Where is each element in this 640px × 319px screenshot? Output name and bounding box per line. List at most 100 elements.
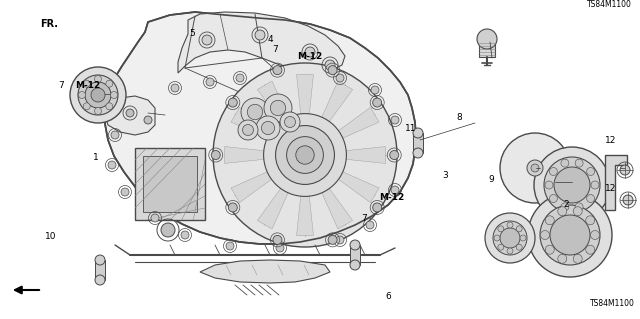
Circle shape	[587, 195, 595, 203]
Circle shape	[206, 78, 214, 86]
Circle shape	[111, 92, 118, 99]
Polygon shape	[605, 155, 627, 210]
Polygon shape	[231, 108, 271, 138]
Circle shape	[500, 228, 520, 248]
Circle shape	[545, 181, 553, 189]
Circle shape	[575, 159, 583, 167]
Circle shape	[336, 74, 344, 82]
Circle shape	[558, 254, 567, 263]
Text: M-12: M-12	[298, 52, 323, 61]
Circle shape	[620, 165, 630, 175]
Polygon shape	[231, 172, 271, 203]
Polygon shape	[296, 74, 314, 114]
Text: FR.: FR.	[40, 19, 58, 29]
Circle shape	[287, 137, 323, 174]
Polygon shape	[178, 12, 345, 73]
Circle shape	[95, 108, 102, 115]
Circle shape	[328, 235, 337, 244]
Circle shape	[477, 29, 497, 49]
Circle shape	[328, 66, 337, 75]
Circle shape	[391, 116, 399, 124]
Circle shape	[591, 181, 599, 189]
Text: 8: 8	[457, 113, 462, 122]
Circle shape	[534, 147, 610, 223]
Circle shape	[390, 151, 399, 160]
Polygon shape	[413, 133, 423, 153]
Circle shape	[95, 275, 105, 285]
Circle shape	[106, 103, 113, 110]
Polygon shape	[322, 81, 353, 122]
Circle shape	[256, 116, 280, 140]
Circle shape	[545, 216, 554, 225]
Circle shape	[372, 98, 381, 107]
Circle shape	[528, 193, 612, 277]
Circle shape	[276, 126, 335, 184]
Polygon shape	[296, 196, 314, 235]
Text: 7: 7	[58, 81, 64, 90]
Circle shape	[95, 255, 105, 265]
Polygon shape	[322, 189, 353, 229]
Text: 12: 12	[605, 184, 616, 193]
Circle shape	[573, 207, 582, 216]
Polygon shape	[225, 146, 264, 163]
Circle shape	[520, 235, 526, 241]
Circle shape	[413, 148, 423, 158]
Circle shape	[366, 221, 374, 229]
Text: 5: 5	[189, 29, 195, 38]
Circle shape	[273, 66, 282, 75]
Text: 6: 6	[385, 292, 391, 301]
Circle shape	[181, 231, 189, 239]
Circle shape	[325, 60, 335, 70]
Polygon shape	[105, 96, 155, 135]
Circle shape	[270, 100, 285, 116]
Circle shape	[264, 114, 346, 197]
Circle shape	[561, 159, 569, 167]
Circle shape	[591, 231, 600, 240]
Polygon shape	[143, 156, 197, 212]
Circle shape	[78, 75, 118, 115]
Circle shape	[111, 131, 119, 139]
Circle shape	[228, 203, 237, 212]
Circle shape	[575, 203, 583, 211]
Circle shape	[350, 260, 360, 270]
Circle shape	[296, 146, 314, 164]
Circle shape	[106, 80, 113, 87]
Circle shape	[285, 116, 296, 128]
Circle shape	[550, 215, 590, 255]
Circle shape	[391, 186, 399, 194]
Circle shape	[540, 205, 600, 265]
Circle shape	[573, 254, 582, 263]
Circle shape	[85, 82, 111, 108]
Circle shape	[586, 216, 595, 225]
Circle shape	[541, 231, 550, 240]
Circle shape	[516, 226, 522, 232]
Circle shape	[126, 109, 134, 117]
Circle shape	[305, 47, 315, 57]
Circle shape	[121, 188, 129, 196]
Text: TS84M1100: TS84M1100	[588, 0, 632, 9]
Polygon shape	[105, 12, 416, 244]
Circle shape	[238, 120, 258, 140]
Text: 9: 9	[489, 175, 494, 184]
Circle shape	[241, 98, 269, 126]
Polygon shape	[350, 245, 360, 265]
Text: 1: 1	[93, 153, 99, 162]
Circle shape	[527, 160, 543, 176]
Circle shape	[264, 94, 292, 122]
Circle shape	[545, 245, 554, 254]
Circle shape	[151, 214, 159, 222]
Circle shape	[372, 203, 381, 212]
Circle shape	[493, 221, 527, 255]
Circle shape	[273, 235, 282, 244]
Circle shape	[213, 63, 397, 247]
Circle shape	[79, 92, 86, 99]
Circle shape	[202, 35, 212, 45]
Circle shape	[280, 112, 300, 132]
Circle shape	[83, 103, 90, 110]
Circle shape	[228, 98, 237, 107]
Circle shape	[516, 244, 522, 250]
Circle shape	[247, 104, 262, 120]
Circle shape	[211, 151, 220, 160]
Text: 4: 4	[268, 35, 273, 44]
Circle shape	[108, 161, 116, 169]
